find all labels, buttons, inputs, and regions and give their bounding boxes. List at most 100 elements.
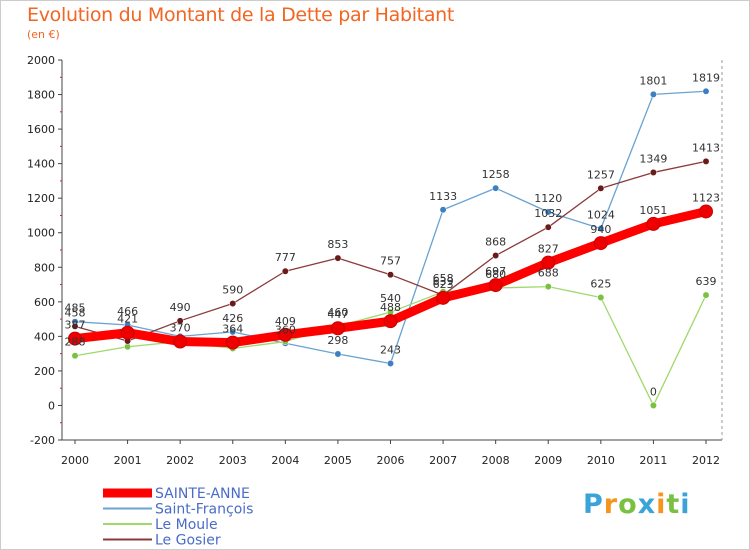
data-point: [124, 343, 132, 351]
data-label: 1051: [639, 204, 667, 217]
data-point: [541, 255, 556, 270]
x-tick-label: 2009: [534, 454, 562, 467]
y-tick-label: 1400: [27, 158, 55, 171]
data-label: 1257: [587, 168, 615, 181]
y-tick-label: 1800: [27, 89, 55, 102]
data-point: [120, 325, 135, 340]
data-label: 0: [650, 385, 657, 398]
data-label: 447: [327, 308, 348, 321]
data-point: [383, 314, 398, 329]
data-label: 623: [433, 278, 454, 291]
data-label: 409: [275, 315, 296, 328]
data-point: [649, 90, 657, 98]
data-label: 298: [327, 334, 348, 347]
data-label: 590: [222, 284, 243, 297]
data-point: [649, 402, 657, 409]
data-point: [278, 327, 293, 342]
data-point: [334, 254, 342, 262]
data-point: [173, 334, 188, 349]
legend-label: Le Moule: [155, 517, 218, 533]
x-tick-label: 2007: [429, 454, 457, 467]
data-label: 827: [538, 243, 559, 256]
data-point: [281, 267, 289, 275]
data-label: 1024: [587, 209, 615, 222]
data-label: 387: [65, 319, 86, 332]
y-tick-label: 600: [34, 296, 55, 309]
data-label: 625: [590, 278, 611, 291]
data-point: [702, 157, 710, 165]
y-tick-label: 400: [34, 330, 55, 343]
y-tick-label: 1200: [27, 192, 55, 205]
chart-title: Evolution du Montant de la Dette par Hab…: [27, 4, 455, 26]
logo-letter: P: [583, 489, 604, 520]
data-label: 853: [327, 238, 348, 251]
y-tick-label: -200: [30, 434, 55, 447]
data-point: [68, 331, 82, 346]
data-label: 370: [170, 322, 191, 335]
data-point: [544, 208, 552, 216]
x-tick-label: 2010: [587, 454, 615, 467]
data-label: 1133: [429, 190, 457, 203]
data-label: 288: [65, 336, 86, 349]
data-label: 488: [380, 301, 401, 314]
x-tick-label: 2011: [639, 454, 667, 467]
y-tick-label: 800: [34, 261, 55, 274]
data-label: 777: [275, 251, 296, 264]
data-point: [597, 184, 605, 192]
data-label: 697: [485, 265, 506, 278]
data-label: 639: [433, 275, 454, 288]
x-tick-label: 2004: [271, 454, 299, 467]
x-tick-label: 2001: [114, 454, 142, 467]
axes: -200 0 200 400 600 800 1000 1200 1400 1600 1800 200…: [27, 54, 723, 467]
data-label: 757: [380, 255, 401, 268]
data-label: 243: [380, 343, 401, 356]
data-label: 490: [170, 301, 191, 314]
data-point: [649, 168, 657, 176]
data-label: 868: [485, 236, 506, 249]
y-tick-label: 1000: [27, 227, 55, 240]
data-label: 1123: [692, 191, 720, 204]
data-label: 421: [117, 313, 138, 326]
data-point: [229, 328, 237, 336]
data-point: [387, 360, 394, 367]
x-tick-label: 2006: [377, 454, 405, 467]
data-labels: 485 466 426 360 298 243 1133 1258 1120 1024 1801 18…: [65, 71, 721, 398]
data-label: 460: [327, 306, 348, 319]
series-lines: [68, 87, 713, 409]
data-label: 485: [65, 302, 86, 315]
data-label: 1258: [482, 168, 510, 181]
data-point: [330, 321, 345, 336]
data-label: 1120: [534, 192, 562, 205]
data-point: [597, 225, 605, 233]
data-point: [597, 294, 605, 301]
logo-letter: i: [656, 489, 667, 520]
x-tick-label: 2003: [219, 454, 247, 467]
data-point: [646, 216, 661, 231]
data-point: [702, 291, 710, 299]
data-label: 658: [433, 272, 454, 285]
data-label: 940: [590, 223, 611, 236]
x-tick-label: 2005: [324, 454, 352, 467]
data-point: [593, 236, 608, 251]
logo-letter: t: [666, 489, 681, 520]
legend-label: SAINTE-ANNE: [155, 486, 250, 502]
data-label: 1413: [692, 141, 720, 154]
data-point: [492, 184, 500, 192]
data-label: 1801: [639, 74, 667, 87]
logo-letter: x: [637, 489, 657, 520]
data-label: 458: [65, 306, 86, 319]
data-point: [702, 87, 710, 95]
y-tick-label: 1600: [27, 123, 55, 136]
logo-letter: r: [603, 489, 619, 520]
data-label: 360: [275, 323, 296, 336]
proxiti-logo: Proxiti: [583, 489, 691, 520]
data-point: [334, 350, 342, 358]
data-point: [176, 317, 184, 325]
y-tick-label: 0: [48, 399, 55, 412]
data-point: [544, 223, 552, 231]
chart-subtitle: (en €): [27, 28, 60, 41]
data-point: [488, 278, 503, 293]
data-point: [439, 206, 447, 214]
x-tick-label: 2008: [482, 454, 510, 467]
